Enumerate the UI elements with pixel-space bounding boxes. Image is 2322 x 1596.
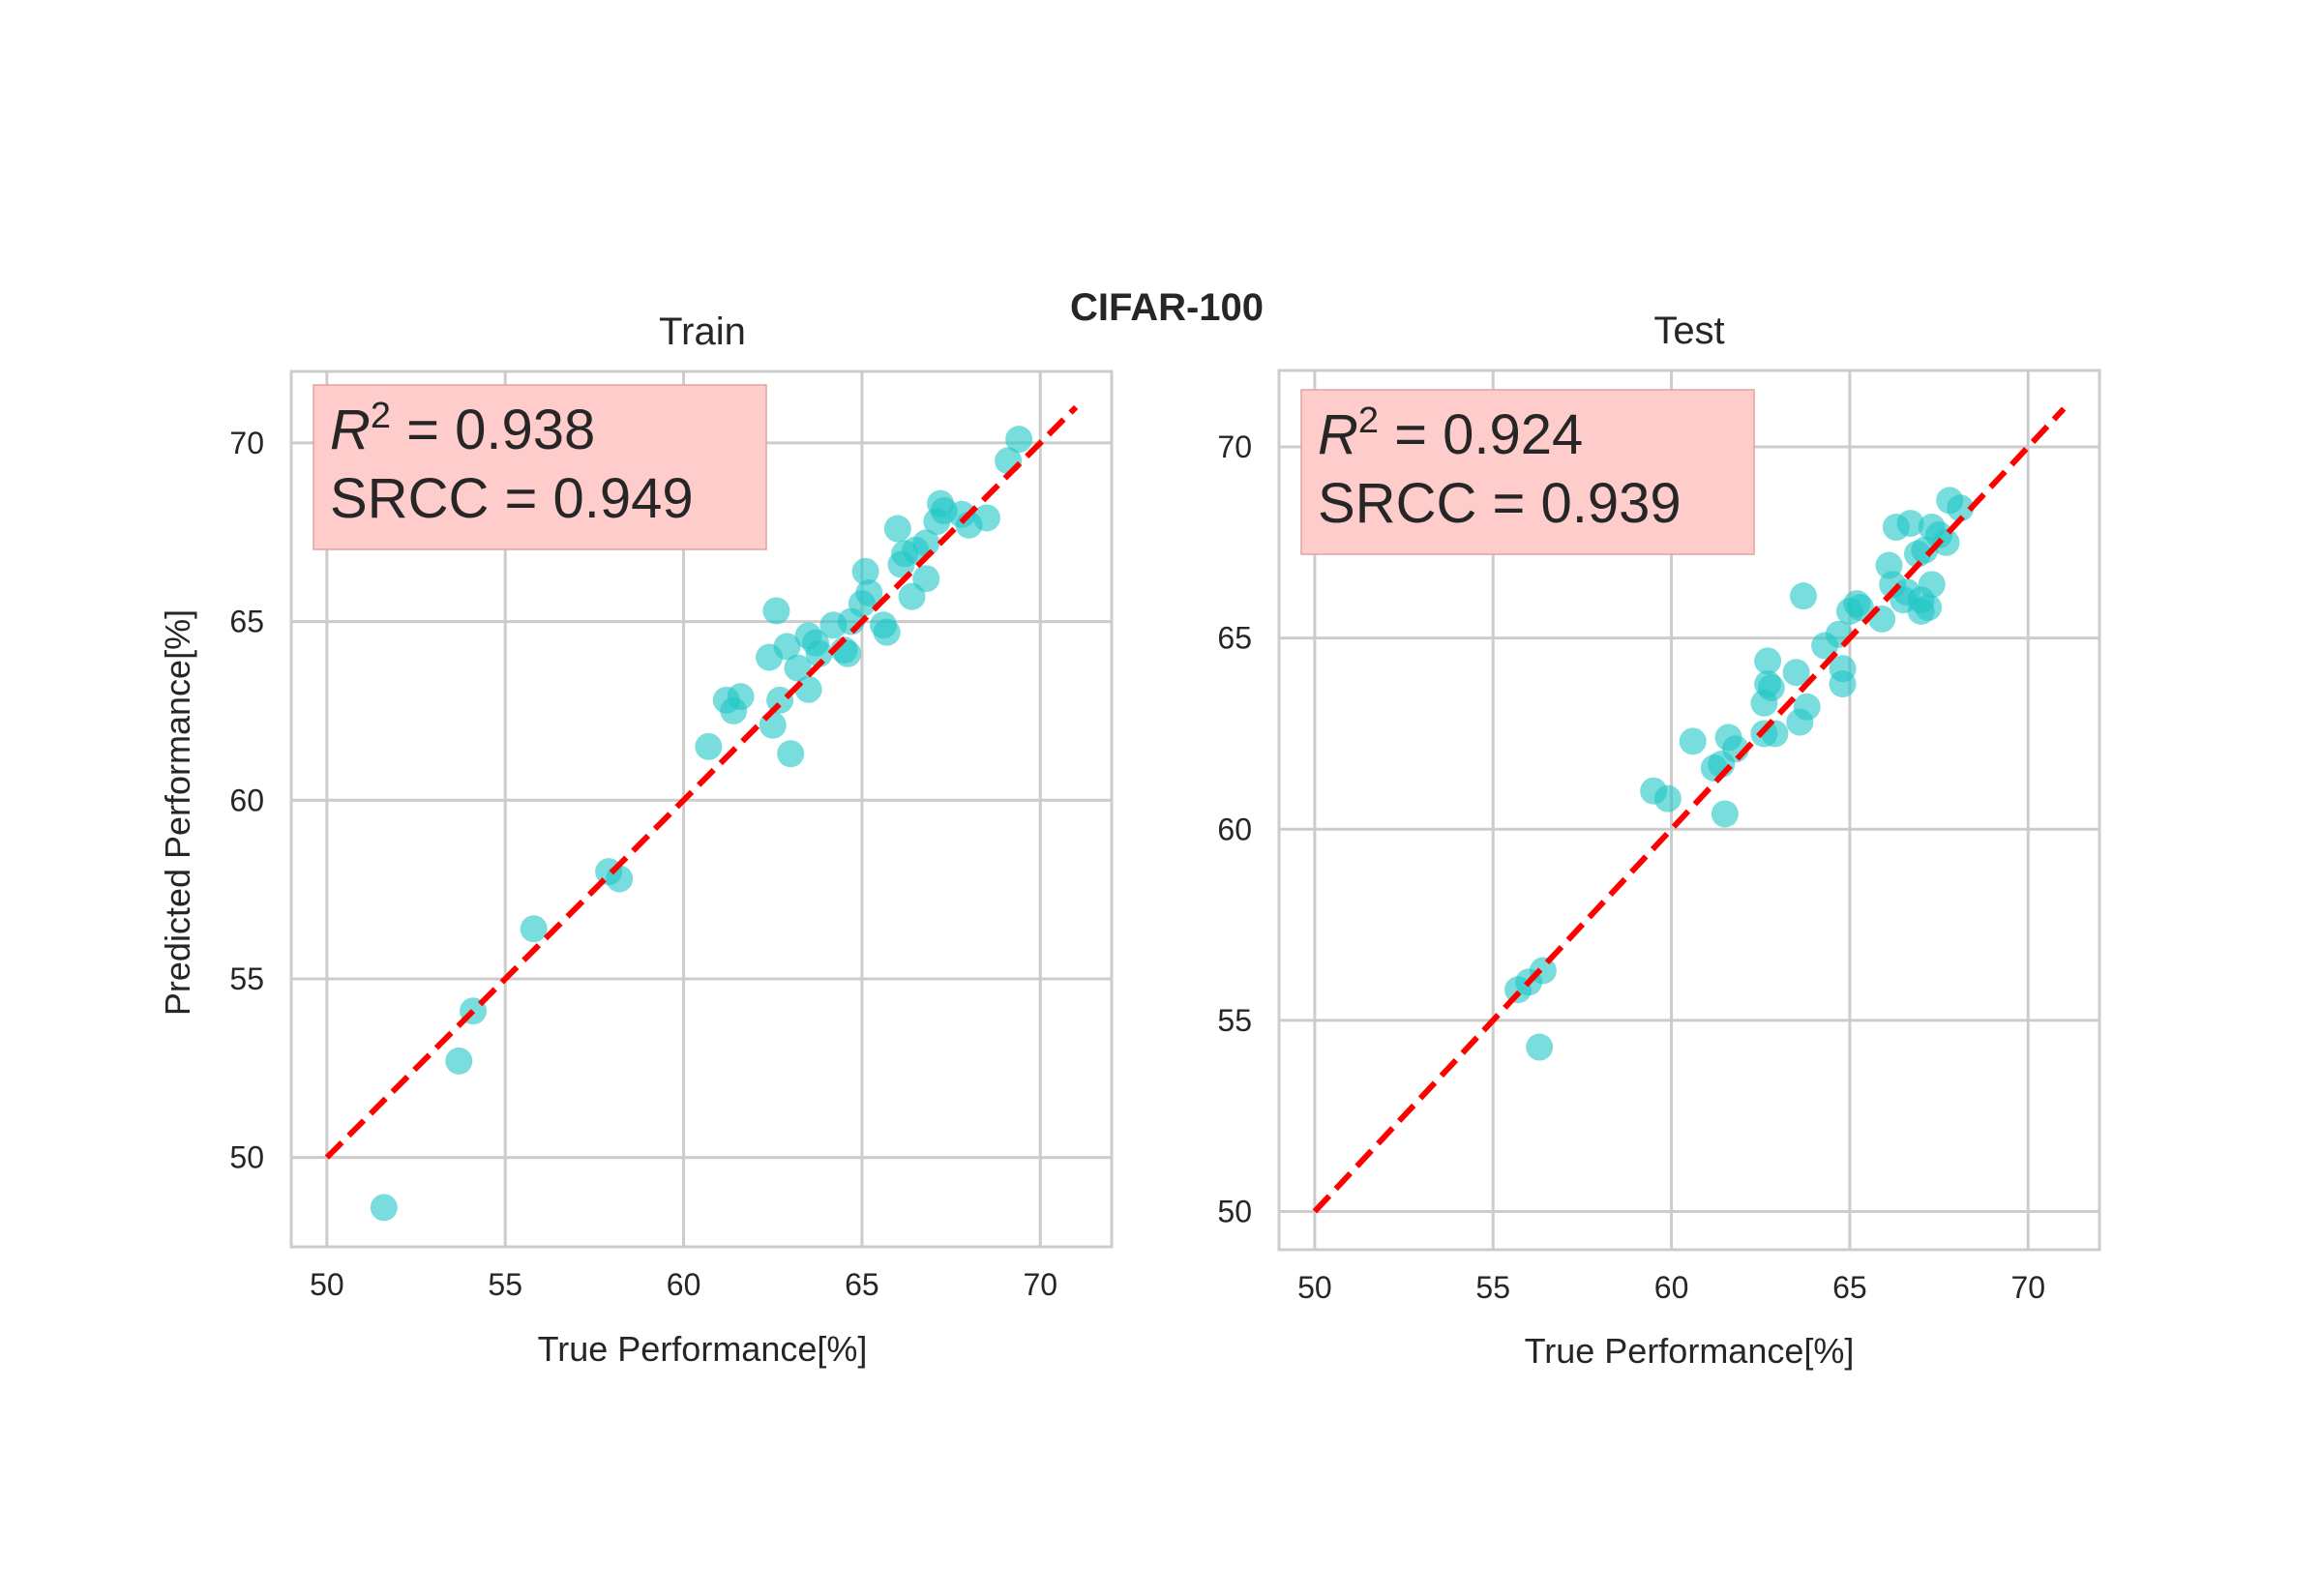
test-data-point: [1932, 528, 1960, 556]
test-data-point: [1679, 727, 1707, 755]
test-data-point: [1918, 571, 1946, 599]
train-data-point: [762, 597, 790, 625]
train-panel: Train True Performance[%] Predicted Perf…: [158, 310, 1114, 1369]
test-panel-title: Test: [1653, 310, 1724, 352]
train-panel-title: Train: [659, 310, 746, 353]
test-data-point: [1653, 784, 1682, 813]
train-r2-text: R2 = 0.938: [330, 396, 595, 461]
test-x-tick-label: 55: [1475, 1270, 1510, 1305]
train-data-point: [834, 639, 862, 667]
train-data-point: [883, 515, 911, 543]
test-y-tick-label: 50: [1217, 1194, 1252, 1228]
test-data-point: [1868, 605, 1896, 633]
train-data-point: [855, 579, 883, 607]
train-plot-frame: [289, 369, 1114, 1249]
train-x-tick-label: 50: [310, 1267, 344, 1302]
test-data-point: [1947, 494, 1975, 522]
test-stats-box: [1300, 389, 1755, 555]
test-data-point: [1846, 594, 1874, 622]
train-x-tick-label: 70: [1023, 1267, 1057, 1302]
test-data-point: [1754, 647, 1782, 675]
test-data-point: [1793, 693, 1821, 721]
train-data-point: [1005, 426, 1033, 454]
test-panel: Test True Performance[%] 50 55 60 65 70 50 55 6…: [1217, 310, 2101, 1371]
test-reference-line: [1312, 406, 2067, 1214]
train-data-point: [520, 915, 548, 943]
figure-title: CIFAR-100: [1070, 286, 1264, 329]
train-data-point: [923, 508, 951, 536]
test-data-point: [1896, 510, 1924, 538]
test-data-point: [1754, 670, 1782, 698]
train-data-point: [972, 504, 1000, 532]
train-x-tick-label: 65: [845, 1267, 879, 1302]
train-data-point: [759, 711, 787, 739]
train-data-point: [794, 675, 822, 703]
test-x-tick-label: 65: [1832, 1270, 1867, 1305]
test-data-point: [1782, 659, 1810, 687]
test-data-point: [1892, 578, 1920, 606]
test-y-tick-label: 65: [1217, 621, 1252, 656]
test-y-tick-label: 60: [1217, 812, 1252, 846]
test-x-tick-label: 70: [2010, 1270, 2045, 1305]
test-data-point: [1761, 720, 1789, 748]
test-x-tick-label: 60: [1654, 1270, 1689, 1305]
train-data-point: [370, 1194, 398, 1222]
train-data-point: [784, 654, 812, 682]
train-y-tick-label: 50: [229, 1140, 264, 1175]
train-data-point: [891, 540, 919, 568]
test-data-point: [1711, 800, 1739, 828]
test-plot-frame: [1277, 369, 2101, 1252]
train-data-point: [727, 683, 755, 711]
train-data-point: [777, 740, 805, 768]
train-y-tick-label: 65: [229, 605, 264, 639]
test-data-point: [1829, 670, 1857, 698]
train-reference-line: [324, 404, 1079, 1160]
train-y-tick-label: 55: [229, 961, 264, 996]
train-data-point: [695, 732, 723, 760]
train-data-point: [445, 1047, 473, 1075]
test-x-tick-label: 50: [1297, 1270, 1332, 1305]
train-stats-box: [313, 384, 767, 550]
train-data-point: [773, 633, 801, 661]
train-data-point: [912, 529, 940, 557]
test-y-tick-label: 55: [1217, 1003, 1252, 1038]
train-x-tick-label: 55: [488, 1267, 522, 1302]
train-data-point: [794, 622, 822, 650]
train-x-axis-label: True Performance[%]: [538, 1329, 868, 1369]
train-y-tick-label: 60: [229, 783, 264, 817]
test-srcc-text: SRCC = 0.939: [1318, 472, 1682, 535]
test-r2-text: R2 = 0.924: [1318, 400, 1583, 466]
test-data-point: [1915, 594, 1943, 622]
test-y-tick-label: 70: [1217, 429, 1252, 464]
test-data-point: [1789, 582, 1817, 610]
train-data-point: [873, 618, 901, 646]
test-data-point: [1526, 1033, 1554, 1061]
train-srcc-text: SRCC = 0.949: [330, 467, 694, 530]
train-data-point: [606, 865, 634, 893]
train-y-axis-label: Predicted Performance[%]: [158, 609, 197, 1016]
train-y-tick-label: 70: [229, 426, 264, 460]
train-data-point: [912, 565, 940, 593]
train-data-point: [851, 557, 879, 585]
train-x-tick-label: 60: [667, 1267, 701, 1302]
test-x-axis-label: True Performance[%]: [1525, 1331, 1855, 1371]
